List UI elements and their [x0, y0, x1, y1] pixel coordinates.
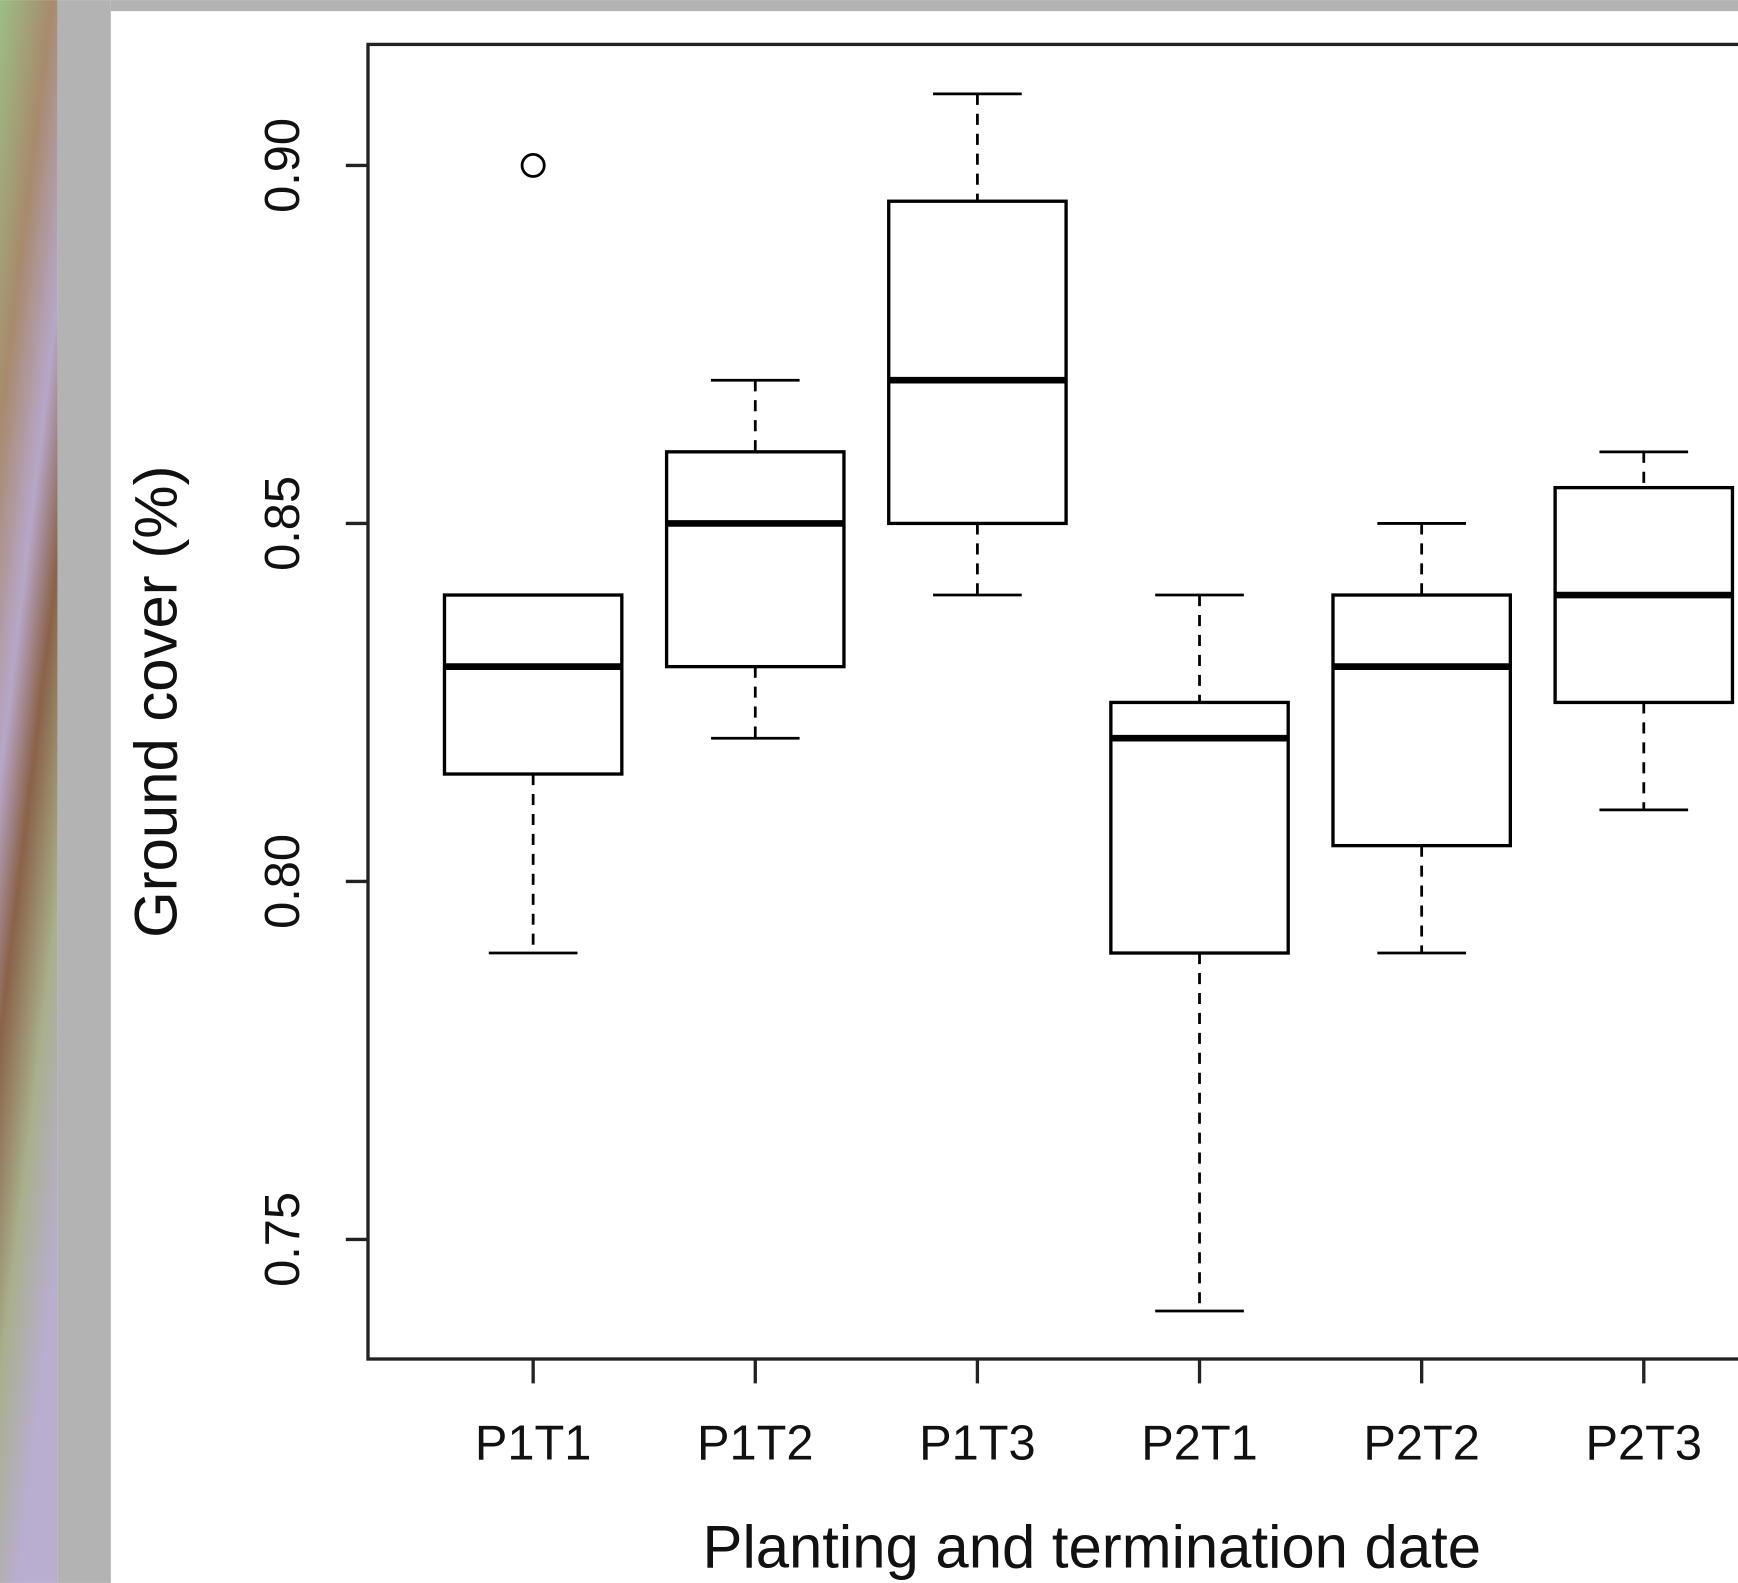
side-band	[57, 0, 111, 1583]
x-tick-label: P2T2	[1363, 1416, 1480, 1470]
y-tick-label: 0.75	[256, 1192, 310, 1287]
photo-strip	[0, 0, 58, 1583]
x-tick-label: P1T3	[919, 1416, 1036, 1470]
box	[1331, 593, 1512, 848]
box	[1109, 700, 1290, 955]
y-tick-label: 0.90	[256, 118, 310, 213]
box	[887, 199, 1068, 526]
y-tick-label: 0.80	[256, 834, 310, 929]
box	[442, 593, 624, 776]
box	[664, 450, 846, 669]
x-tick-label: P2T1	[1141, 1416, 1258, 1470]
top-band	[110, 0, 1738, 12]
x-tick-label: P2T3	[1586, 1416, 1703, 1470]
y-axis-title: Ground cover (%)	[123, 466, 190, 938]
plot-frame	[366, 42, 1738, 1361]
y-tick-label: 0.85	[256, 476, 310, 571]
x-tick-label: P1T1	[475, 1416, 592, 1470]
outlier	[520, 152, 546, 178]
x-axis-title: Planting and termination date	[703, 1514, 1482, 1581]
x-tick-label: P1T2	[697, 1416, 814, 1470]
